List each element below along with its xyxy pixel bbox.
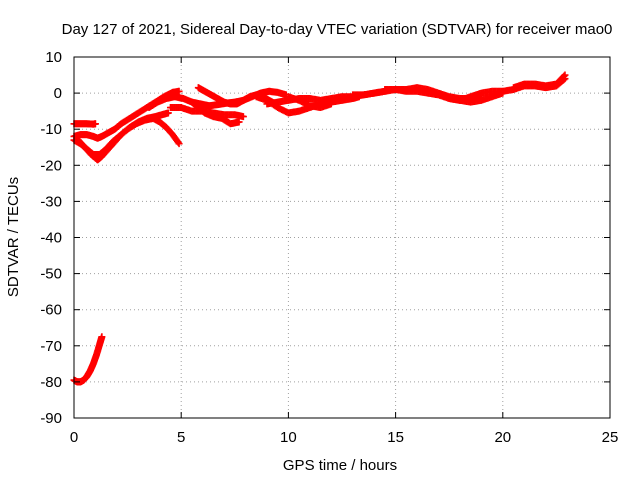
y-tick-label: -70 [40, 338, 62, 355]
x-axis-label: GPS time / hours [283, 457, 397, 474]
y-tick-label: 0 [54, 85, 62, 102]
data-point [239, 113, 247, 121]
data-marks [70, 71, 569, 386]
data-point [561, 71, 569, 79]
data-point [164, 109, 172, 117]
data-point [327, 100, 335, 108]
data-point [175, 87, 183, 95]
y-tick-label: -60 [40, 302, 62, 319]
y-tick-label: -80 [40, 374, 62, 391]
series-arc-15 [510, 71, 569, 92]
series-arc-14 [445, 75, 569, 104]
x-tick-label: 20 [494, 429, 511, 446]
x-tick-label: 15 [387, 429, 404, 446]
y-tick-label: -10 [40, 121, 62, 138]
y-tick-label: -40 [40, 230, 62, 247]
y-tick-label: -20 [40, 157, 62, 174]
data-point [175, 140, 183, 148]
x-tick-label: 0 [70, 429, 78, 446]
grid [74, 57, 610, 418]
y-tick-label: -50 [40, 266, 62, 283]
data-point [560, 72, 568, 80]
tick-labels: 0 5 10 15 20 25 -90 -80 -70 -60 -50 -40 -30 -20 -10 0 10 [40, 49, 618, 446]
axes [73, 56, 611, 419]
series-arc-1 [70, 120, 99, 128]
chart-title: Day 127 of 2021, Sidereal Day-to-day VTE… [62, 21, 613, 38]
data-point [91, 120, 99, 128]
data-point [98, 333, 106, 341]
y-tick-label: 10 [45, 49, 62, 66]
series-arc-16 [70, 333, 106, 386]
series-arc-4 [74, 109, 172, 164]
data-point [174, 139, 182, 147]
x-tick-label: 25 [602, 429, 619, 446]
data-point [235, 118, 243, 126]
y-tick-label: -90 [40, 410, 62, 427]
series-arc-7 [188, 98, 243, 128]
x-tick-label: 5 [177, 429, 185, 446]
y-tick-label: -30 [40, 193, 62, 210]
series-arc-11 [284, 93, 335, 112]
x-tick-label: 10 [280, 429, 297, 446]
y-axis-label: SDTVAR / TECUs [5, 177, 22, 297]
